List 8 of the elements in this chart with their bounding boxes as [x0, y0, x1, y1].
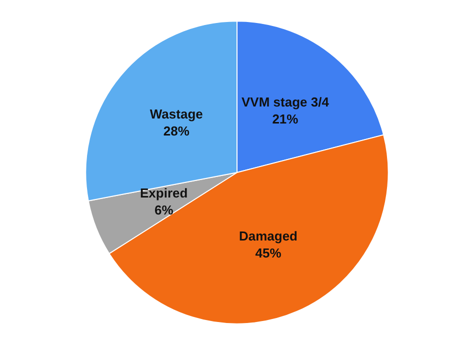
- slice-label: Wastage: [150, 106, 203, 122]
- slice-label: Expired: [140, 185, 188, 200]
- slice-label: Damaged: [238, 228, 298, 244]
- data-label: 28%: [163, 123, 190, 138]
- data-label: 6%: [154, 202, 174, 218]
- data-label: 45%: [255, 246, 282, 261]
- data-label: 21%: [272, 111, 299, 126]
- slice-label: VVM stage 3/4: [242, 94, 330, 110]
